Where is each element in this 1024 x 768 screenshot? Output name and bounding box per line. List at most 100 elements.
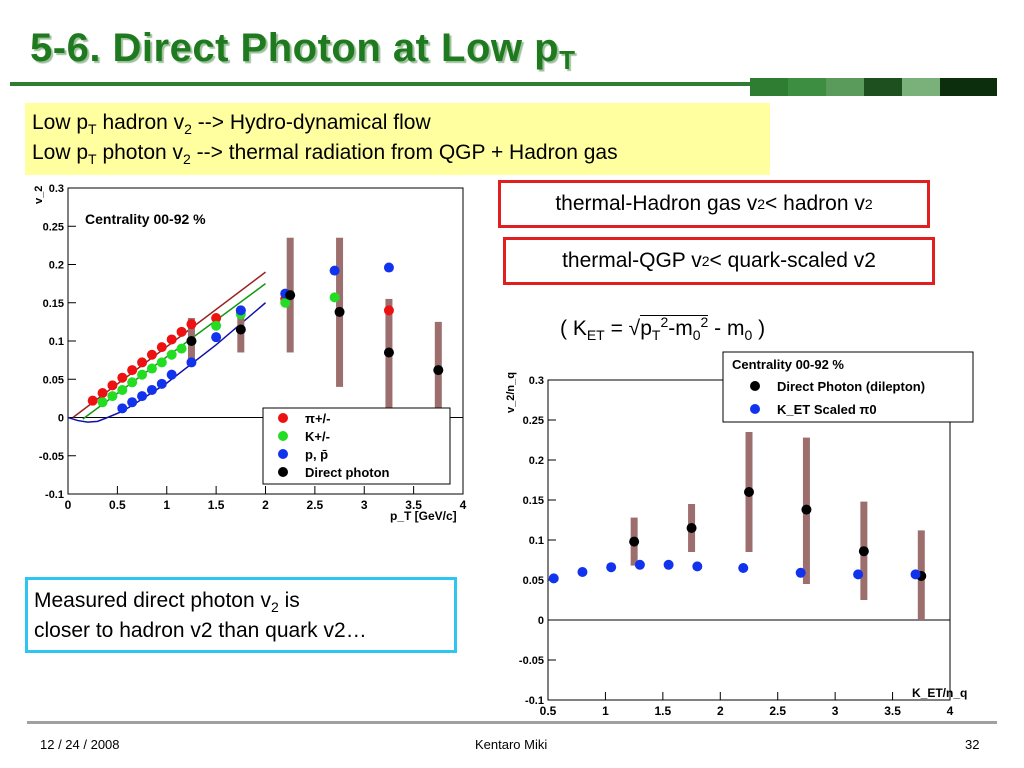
footer-date: 12 / 24 / 2008 [40, 737, 120, 752]
footer-author: Kentaro Miki [475, 737, 548, 752]
chart2-ytick-label: 0.2 [529, 455, 544, 467]
chart1-ytick-label: 0.25 [43, 221, 64, 233]
title-bar-decoration [10, 78, 997, 96]
chart2-data-point [663, 559, 674, 570]
chart1-data-point [107, 391, 118, 402]
chart1-legend-marker [278, 431, 288, 441]
chart1-data-point [166, 369, 177, 380]
chart2-ytick-label: -0.1 [525, 695, 544, 707]
chart1-legend-marker [278, 449, 288, 459]
chart1-ytick-label: 0 [58, 413, 64, 425]
chart2-data-point [853, 569, 864, 580]
chart2-legend-marker [750, 381, 760, 391]
chart1-ytick-label: 0.3 [49, 183, 64, 195]
chart2-ytick-label: 0.05 [523, 575, 544, 587]
chart1-data-point [211, 320, 222, 331]
chart1-data-point [334, 306, 345, 317]
chart2-xtick-label: 1.5 [655, 704, 672, 715]
chart2-xtick-label: 3 [832, 704, 839, 715]
chart2-xtick-label: 3.5 [884, 704, 901, 715]
pt-v2-chart: Centrality 00-92 % 0 0.5 1 1.5 2 2.5 3 3.5 4 -0.1… [33, 183, 467, 523]
chart1-data-point [280, 297, 291, 308]
footer-page-number: 32 [965, 737, 980, 752]
chart2-data-point [795, 567, 806, 578]
chart1-xtick-label: 2.5 [307, 498, 324, 512]
chart1-xtick-label: 0.5 [109, 498, 126, 512]
chart2-legend-label: K_ET Scaled π0 [777, 402, 877, 417]
chart1-data-point [285, 290, 296, 301]
chart2-ytick-label: 0.15 [523, 495, 544, 507]
chart2-data-point [738, 563, 749, 573]
chart1-legend-label: K+/- [305, 429, 330, 444]
ket-scaled-chart: 0.5 1 1.5 2 2.5 3 3.5 4 -0.1 -0.05 0 0.05 0.1 0.15 0.2… [505, 351, 974, 715]
chart1-ytick-label: -0.1 [45, 489, 64, 501]
chart1-data-point [137, 369, 148, 380]
chart2-xtick-label: 1 [602, 704, 609, 715]
intro-line-1: Low pT hadron v2 --> Hydro-dynamical flo… [32, 111, 431, 138]
chart2-legend: Centrality 00-92 % Direct Photon (dilept… [722, 351, 974, 423]
chart1-xtick-label: 3.5 [405, 498, 422, 512]
chart1-data-point [127, 365, 138, 376]
chart1-ytick-label: 0.2 [49, 260, 64, 272]
chart1-data-point [235, 324, 246, 335]
chart1-data-point [117, 372, 128, 383]
chart1-data-point [186, 319, 197, 330]
chart1-xtick-label: 1.5 [208, 498, 225, 512]
chart1-data-point [211, 332, 222, 343]
conclusion-box: Measured direct photon v2 is closer to h… [25, 577, 457, 653]
chart2-title: Centrality 00-92 % [732, 357, 844, 372]
chart1-legend-marker [278, 467, 288, 477]
chart1-title: Centrality 00-92 % [85, 211, 206, 227]
chart1-data-point [383, 347, 394, 358]
chart1-ytick-label: 0.1 [49, 336, 64, 348]
chart1-data-point [146, 363, 157, 374]
footer-divider [27, 721, 997, 724]
chart1-data-point [211, 313, 222, 324]
chart2-ylabel: v_2/n_q [505, 372, 517, 413]
chart1-data-point [117, 403, 128, 414]
chart1-data-point [156, 378, 167, 389]
chart1-xtick-label: 0 [65, 498, 72, 512]
chart1-ytick-label: 0.15 [43, 298, 64, 310]
chart1-data-point [127, 377, 138, 388]
chart1-data-point [176, 326, 187, 337]
chart1-data-point [329, 265, 340, 276]
chart1-data-point [176, 343, 187, 354]
chart2-data-point [629, 536, 640, 547]
chart1-data-point [137, 391, 148, 402]
chart1-data-point [383, 305, 394, 316]
chart1-xtick-label: 1 [163, 498, 170, 512]
chart1-data-point [166, 334, 177, 345]
chart1-data-point [87, 395, 98, 406]
chart1-data-point [383, 262, 394, 273]
chart1-data-point [186, 336, 197, 346]
chart2-data-point [634, 559, 645, 570]
chart1-data-point [156, 342, 167, 353]
chart1-xtick-label: 2 [262, 498, 269, 512]
chart1-legend-label: Direct photon [305, 465, 390, 480]
intro-box: Low pT hadron v2 --> Hydro-dynamical flo… [25, 103, 770, 175]
chart2-xlabel: K_ET/n_q [912, 686, 967, 700]
chart2-ytick-label: 0.25 [523, 415, 544, 427]
slide-title: 5-6. Direct Photon at Low pT [30, 26, 576, 75]
chart1-data-point [146, 384, 157, 395]
chart1-data-point [235, 305, 246, 316]
chart2-data-point [858, 546, 869, 557]
chart2-data-point [577, 567, 588, 577]
chart1-legend: π+/- K+/- p, p̄ Direct photon [262, 407, 451, 485]
chart2-data-point [744, 487, 754, 497]
chart2-xtick-label: 2.5 [769, 704, 786, 715]
chart1-data-point [97, 388, 108, 399]
chart1-data-point [433, 365, 444, 376]
chart1-legend-label: π+/- [305, 411, 331, 426]
chart2-xtick-label: 2 [717, 704, 724, 715]
chart1-ytick-label: -0.05 [39, 451, 64, 463]
chart1-ytick-label: 0.05 [43, 374, 64, 386]
chart2-ytick-label: 0.3 [529, 375, 544, 387]
chart1-data-point [117, 384, 128, 395]
chart2-xtick-label: 4 [947, 704, 954, 715]
chart2-data-point [910, 569, 921, 580]
chart2-legend-marker [750, 404, 760, 414]
chart1-sys-error-band [385, 298, 393, 418]
